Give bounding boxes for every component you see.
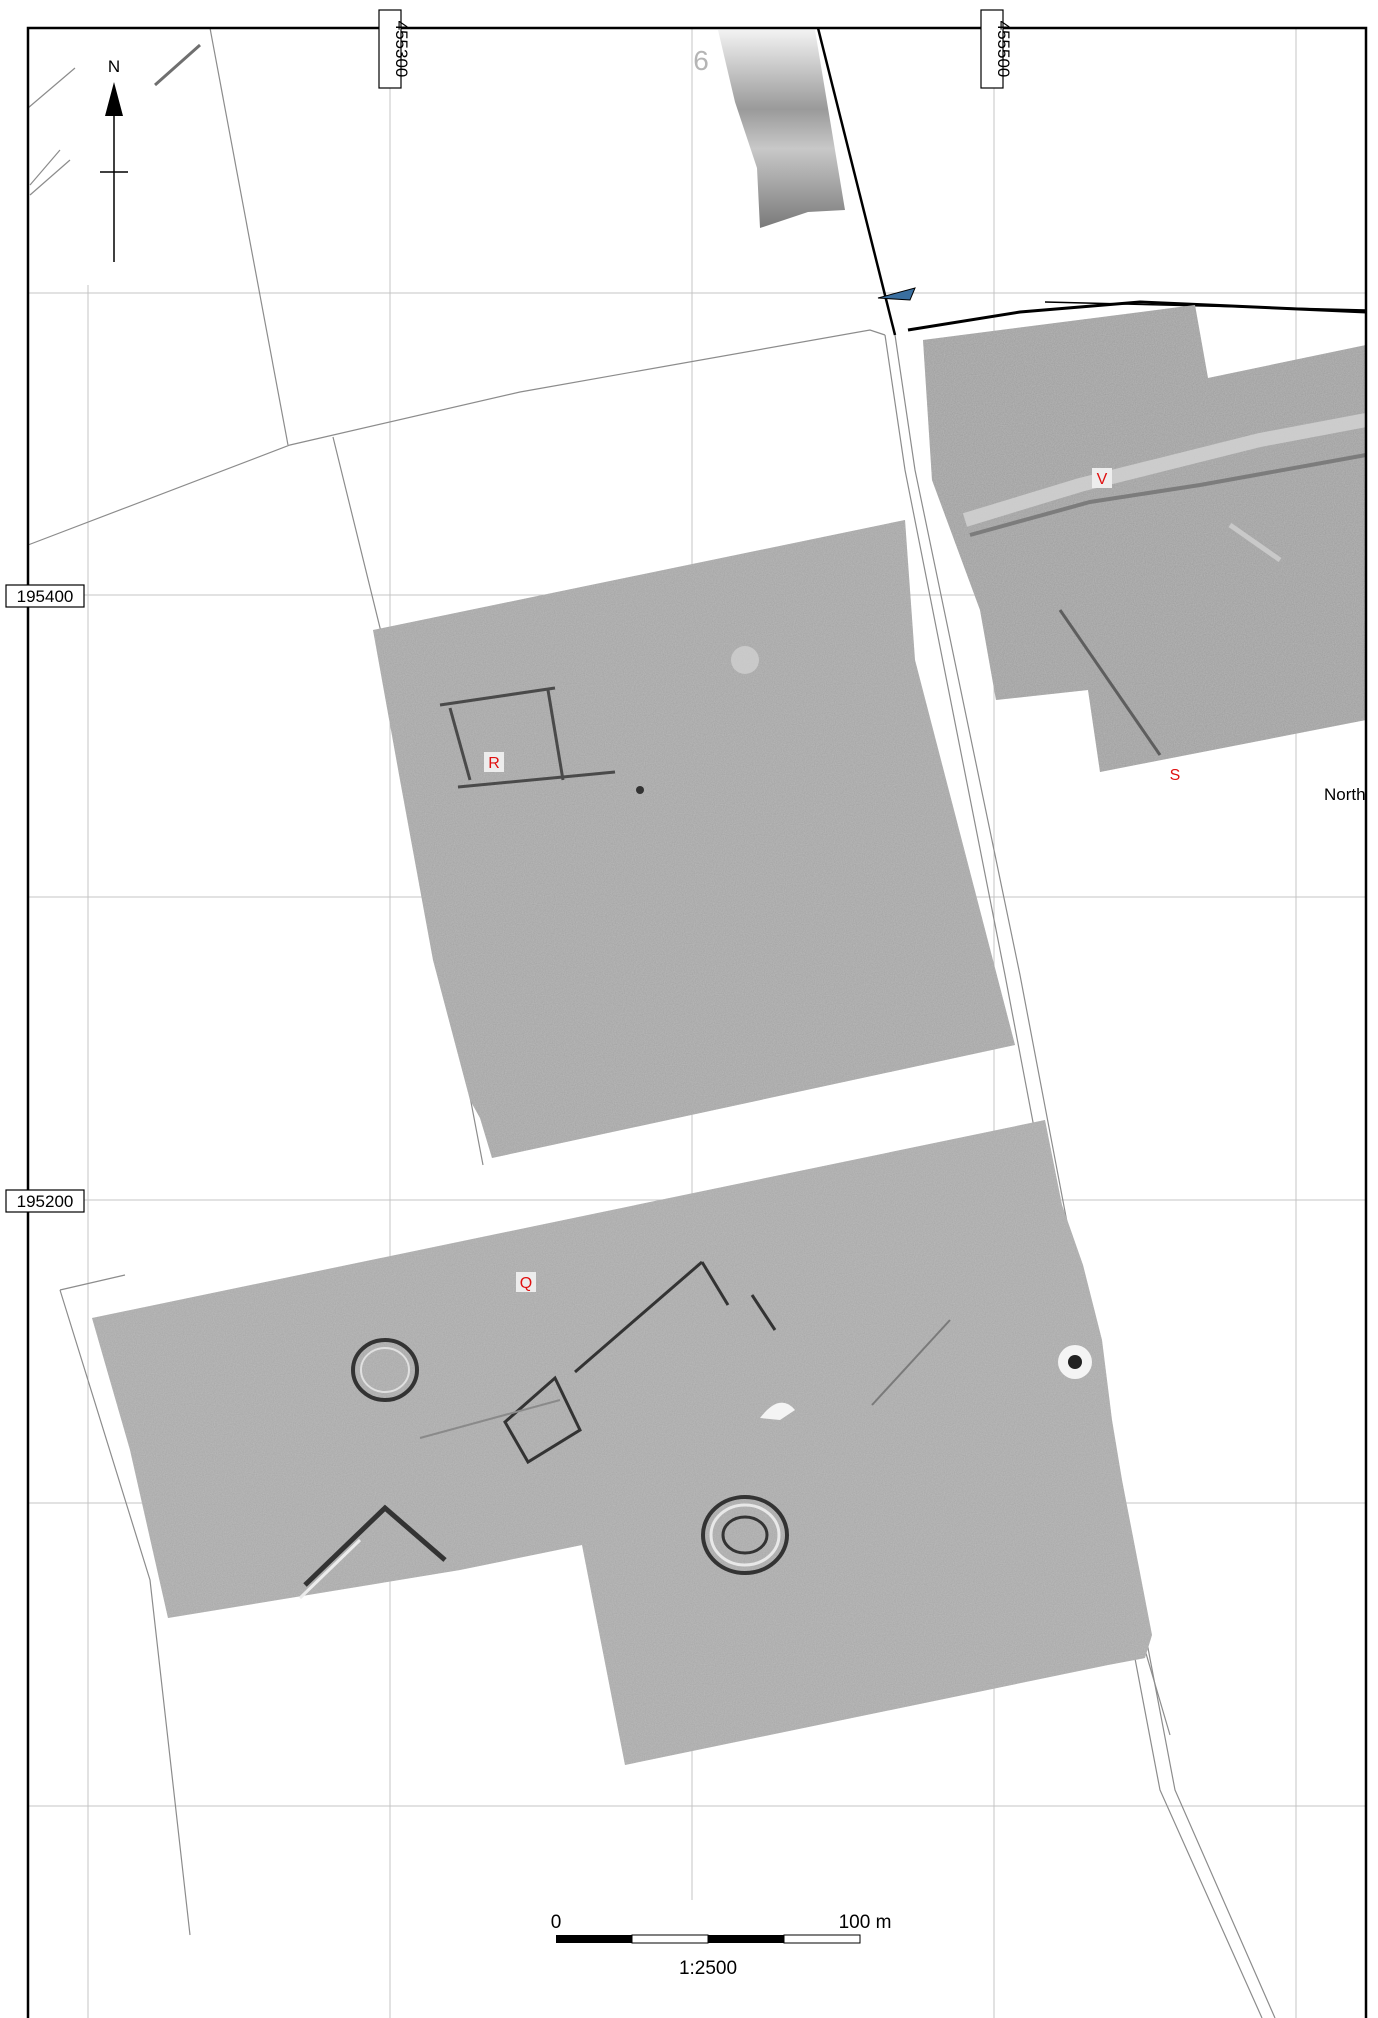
svg-text:455500: 455500 (994, 21, 1013, 78)
feature-label-r: R (484, 752, 504, 772)
scale-end-label: 100 m (839, 1912, 892, 1933)
scale-bar: 0 100 m 1:2500 (551, 1912, 892, 1979)
svg-text:195200: 195200 (17, 1192, 74, 1211)
enclosure-r (439, 686, 616, 789)
plot-number: 6 (693, 45, 709, 76)
feature-label-v: V (1092, 468, 1112, 488)
easting-label-455300: 455300 (378, 9, 411, 89)
north-arrow-icon (105, 82, 123, 116)
archaeological-features (298, 1260, 951, 1600)
survey-block-central (373, 520, 1015, 1158)
feature-label-q: Q (516, 1272, 536, 1292)
map-frame (26, 26, 1368, 2018)
scale-ratio-label: 1:2500 (679, 1958, 737, 1979)
north-label: N (108, 57, 120, 76)
svg-text:R: R (488, 755, 500, 772)
svg-text:Q: Q (520, 1275, 532, 1292)
scale-start-label: 0 (551, 1912, 562, 1933)
survey-block-north-east (923, 305, 1368, 772)
road-lines (816, 27, 1367, 336)
survey-block-south (92, 1120, 1152, 1765)
survey-blocks (92, 30, 1368, 1765)
northing-label-195400: 195400 (5, 584, 85, 608)
survey-strip-north (718, 30, 845, 228)
partial-north-label: North (1324, 785, 1366, 804)
north-arrow: N (100, 57, 128, 262)
feature-label-s: S (1170, 767, 1181, 784)
northing-label-195200: 195200 (5, 1189, 85, 1213)
svg-text:V: V (1097, 471, 1108, 488)
svg-text:455300: 455300 (392, 21, 411, 78)
svg-text:195400: 195400 (17, 587, 74, 606)
easting-label-455500: 455500 (980, 9, 1013, 89)
